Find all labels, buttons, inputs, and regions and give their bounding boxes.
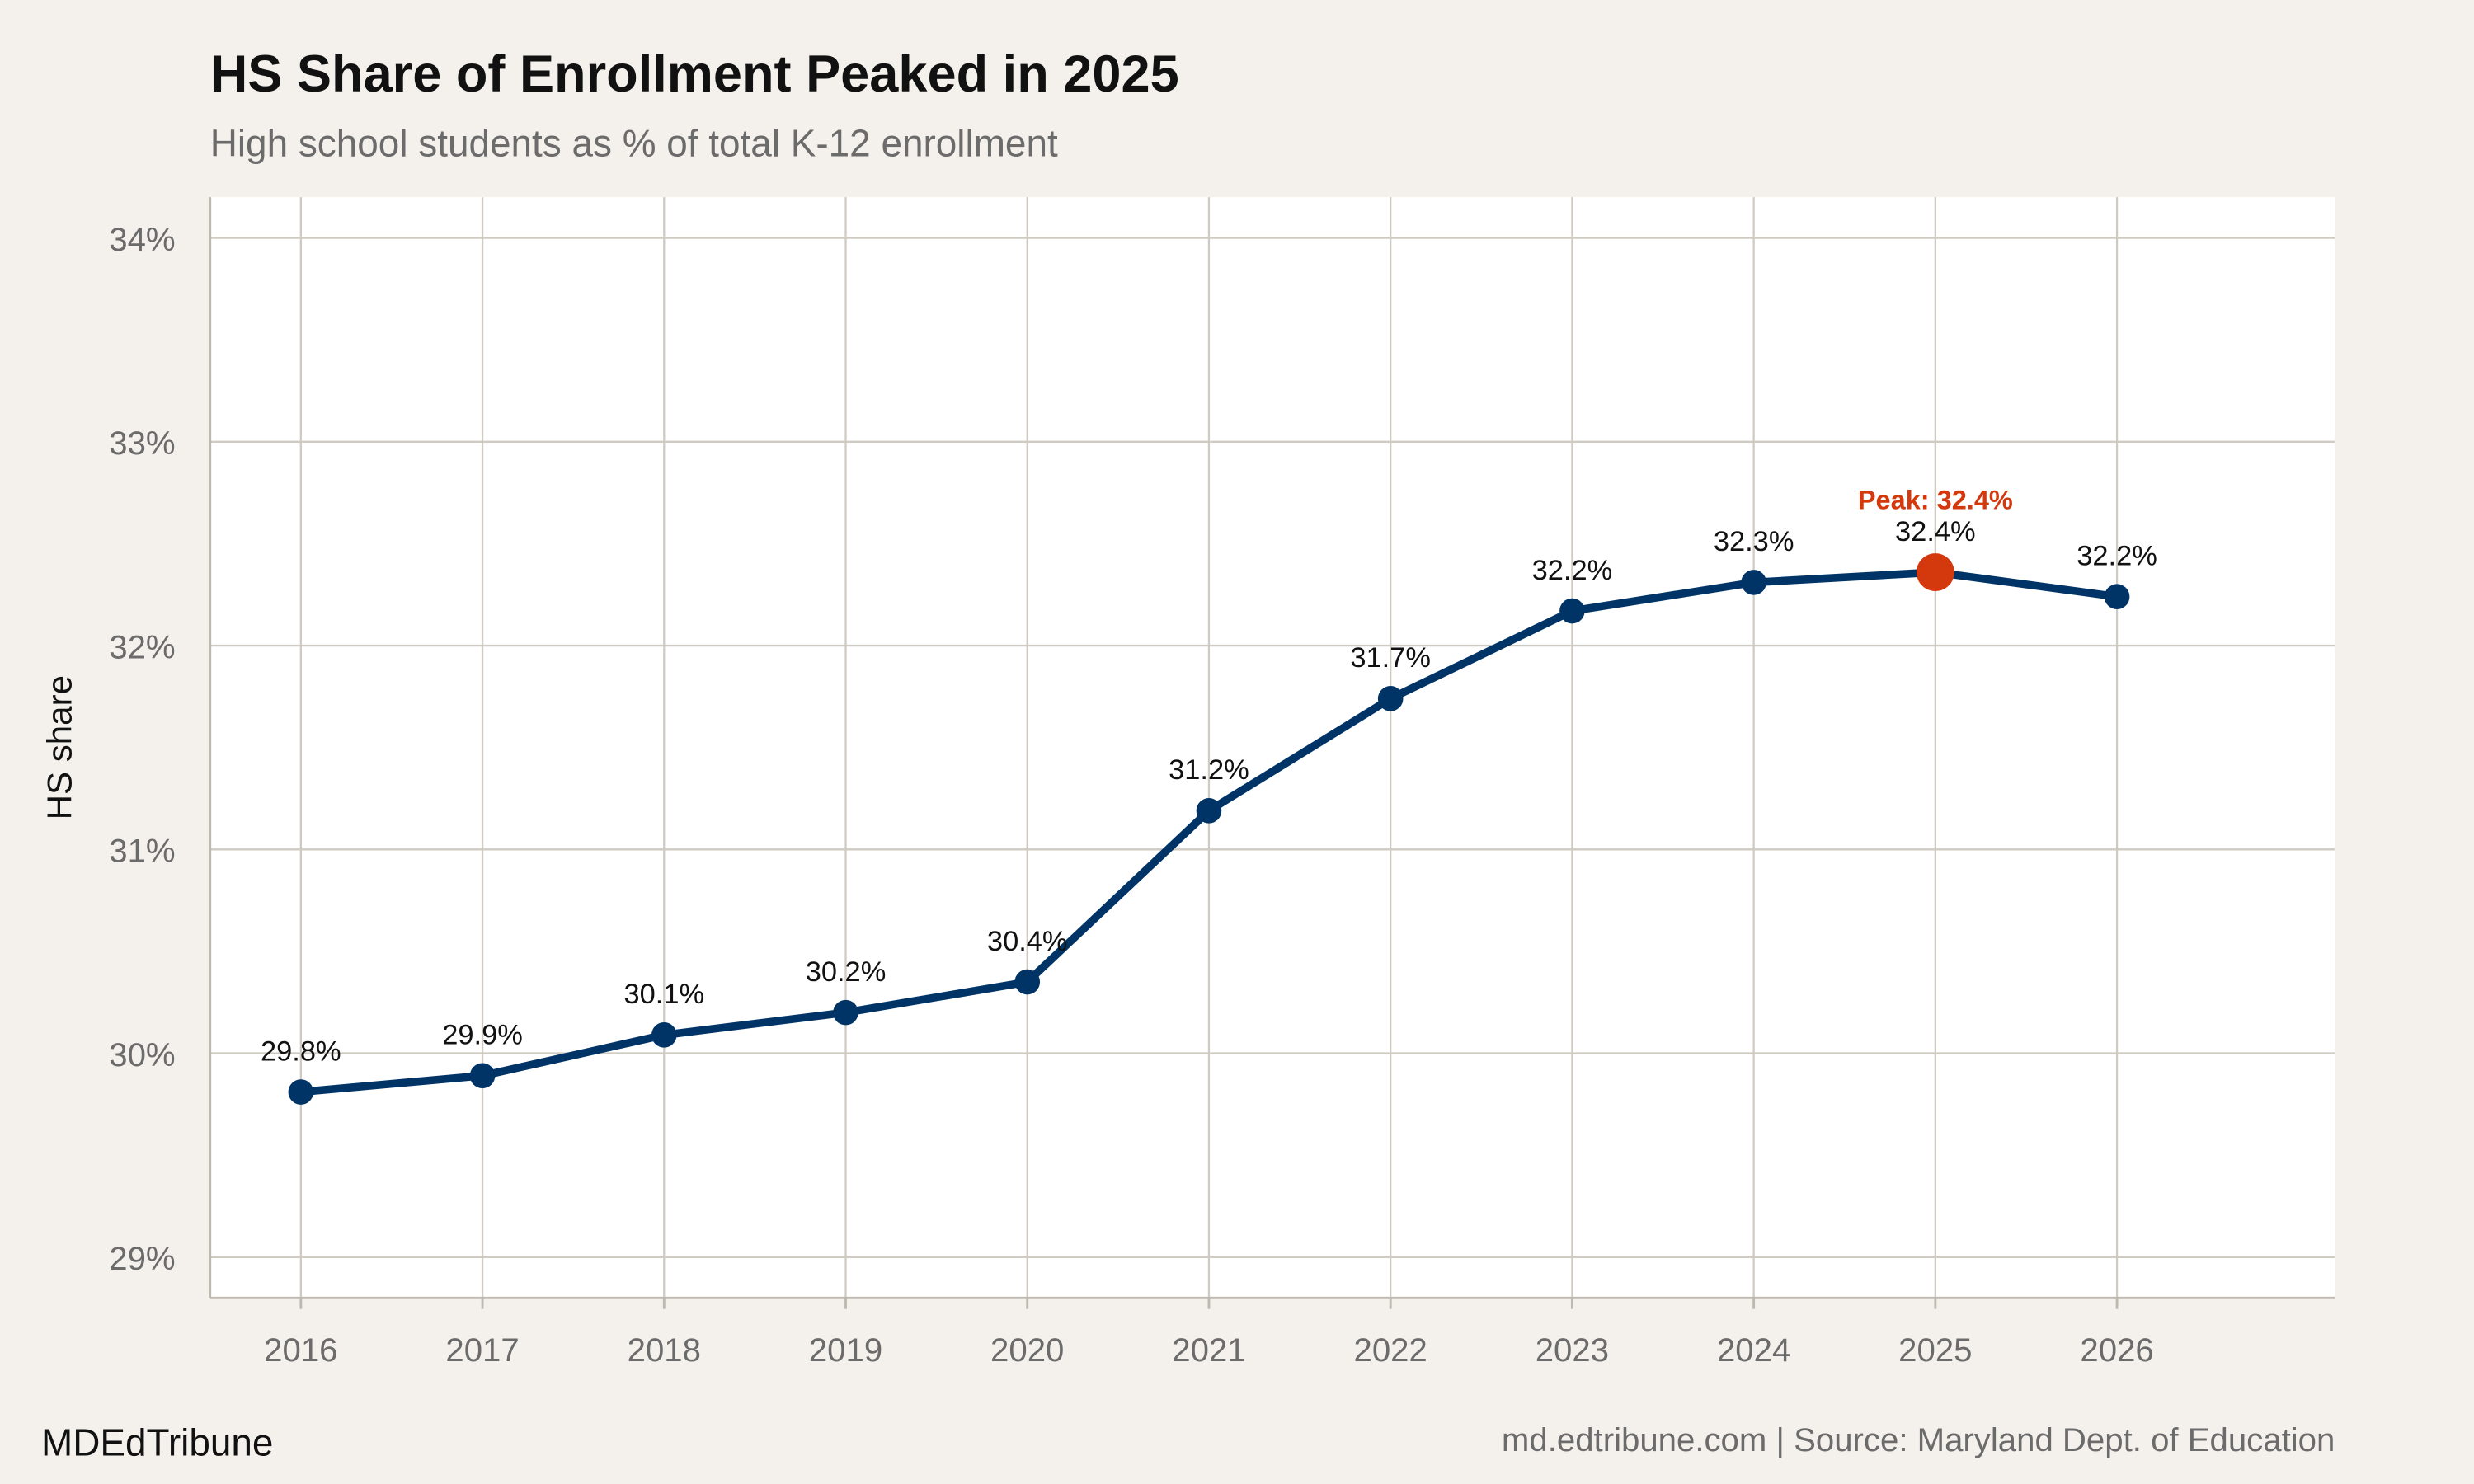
data-point — [1196, 798, 1222, 824]
y-tick-label: 30% — [109, 1036, 175, 1073]
peak-annotation: Peak: 32.4% — [1858, 486, 2013, 515]
data-labels: 29.8% 29.9% 30.1% 30.2% 30.4% 31.2% 31.7% 32.2%… — [261, 516, 2157, 1067]
data-point — [1377, 686, 1404, 711]
y-tick-label: 31% — [109, 833, 175, 870]
x-tick-label: 2019 — [809, 1331, 882, 1369]
x-tick-label: 2023 — [1536, 1331, 1609, 1369]
x-tick-label: 2024 — [1717, 1331, 1790, 1369]
x-tick-label: 2016 — [264, 1331, 337, 1369]
y-tick-label: 32% — [109, 628, 175, 665]
source-note: md.edtribune.com | Source: Maryland Dept… — [1502, 1421, 2335, 1458]
data-label: 30.1% — [623, 979, 704, 1010]
data-point — [1741, 570, 1766, 595]
data-point — [469, 1063, 496, 1089]
data-points — [288, 553, 2130, 1105]
x-tick-label: 2017 — [445, 1331, 519, 1369]
data-point — [651, 1022, 677, 1048]
data-point — [2104, 584, 2130, 610]
peak-point — [1916, 553, 1954, 592]
data-label: 31.7% — [1350, 642, 1431, 674]
x-tick-label: 2022 — [1354, 1331, 1427, 1369]
y-tick-label: 29% — [109, 1240, 175, 1277]
brand-logo-text: MDEdTribune — [41, 1421, 273, 1464]
data-label: 30.4% — [987, 926, 1068, 957]
x-axis-ticks: 2016 2017 2018 2019 2020 2021 2022 2023 2024 2025… — [264, 1298, 2154, 1369]
y-axis-ticks: 29% 30% 31% 32% 33% 34% — [109, 221, 175, 1277]
data-label: 30.2% — [806, 956, 887, 988]
x-tick-label: 2021 — [1172, 1331, 1245, 1369]
data-point — [288, 1079, 314, 1105]
data-label: 29.8% — [261, 1036, 341, 1067]
y-axis-label: HS share — [40, 675, 78, 819]
x-tick-label: 2025 — [1898, 1331, 1972, 1369]
data-point — [833, 999, 858, 1026]
data-point — [1014, 969, 1041, 995]
gridlines — [209, 197, 2335, 1298]
data-label: 32.3% — [1714, 526, 1794, 557]
y-tick-label: 33% — [109, 425, 175, 462]
x-tick-label: 2026 — [2080, 1331, 2153, 1369]
data-label: 32.4% — [1895, 516, 1976, 547]
plot-panel — [209, 197, 2335, 1298]
data-label: 32.2% — [2077, 540, 2157, 571]
data-point — [1559, 598, 1585, 624]
chart-title: HS Share of Enrollment Peaked in 2025 — [210, 45, 1179, 103]
x-tick-label: 2018 — [628, 1331, 701, 1369]
chart-subtitle: High school students as % of total K-12 … — [210, 121, 1058, 164]
data-label: 31.2% — [1169, 754, 1249, 786]
y-tick-label: 34% — [109, 221, 175, 258]
data-label: 29.9% — [442, 1020, 523, 1051]
data-label: 32.2% — [1532, 555, 1613, 586]
x-tick-label: 2020 — [990, 1331, 1064, 1369]
